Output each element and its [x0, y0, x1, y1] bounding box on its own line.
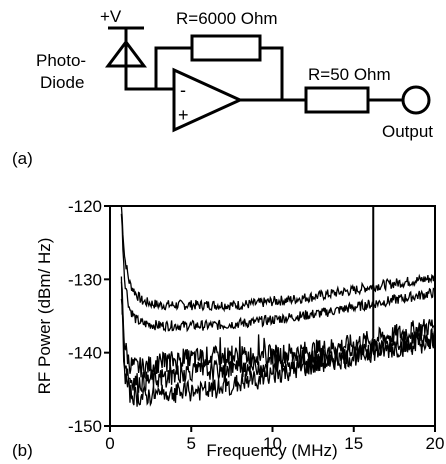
series-layer — [120, 206, 436, 407]
feedback-wire-right — [260, 46, 284, 100]
supply-label: +V — [100, 7, 122, 26]
output-label: Output — [382, 122, 433, 141]
y-tick-label: -140 — [68, 344, 102, 363]
y-tick-label: -150 — [68, 417, 102, 436]
output-terminal — [401, 85, 431, 115]
series-line-1 — [120, 206, 436, 313]
feedback-wire-left — [154, 46, 192, 89]
panel-a-label: (a) — [12, 149, 33, 168]
photodiode-label-2: Diode — [40, 73, 84, 92]
x-axis-label: Frequency (MHz) — [206, 441, 337, 460]
noninverting-input-label: + — [178, 105, 189, 125]
feedback-resistor — [190, 34, 262, 62]
photodiode-symbol — [105, 39, 147, 68]
feedback-resistor-label: R=6000 Ohm — [176, 9, 278, 28]
x-tick-label: 10 — [263, 434, 282, 453]
plot-frame — [109, 205, 436, 427]
photodiode-label-1: Photo- — [36, 51, 86, 70]
output-resistor-label: R=50 Ohm — [308, 65, 391, 84]
input-wire — [124, 87, 174, 91]
rf-power-chart: 0 5 10 15 20 -150 -140 -130 -120 Frequency (MHz)… — [12, 197, 444, 460]
y-axis-label: RF Power (dBm/ Hz) — [35, 238, 54, 395]
x-tick-label: 15 — [344, 434, 363, 453]
x-tick-label: 20 — [426, 434, 445, 453]
tick-layer: 0 5 10 15 20 -150 -140 -130 -120 — [68, 197, 444, 453]
output-resistor — [304, 86, 370, 114]
opamp-symbol — [172, 67, 244, 133]
circuit-diagram — [105, 26, 431, 133]
panel-b-label: (b) — [12, 441, 33, 460]
series-line-5 — [120, 298, 436, 407]
x-tick-label: 5 — [187, 434, 196, 453]
inverting-input-label: - — [180, 80, 186, 100]
y-tick-label: -120 — [68, 197, 102, 216]
series-line-2 — [120, 213, 436, 333]
x-tick-label: 0 — [105, 434, 114, 453]
series-line-3 — [120, 281, 436, 380]
y-tick-label: -130 — [68, 270, 102, 289]
